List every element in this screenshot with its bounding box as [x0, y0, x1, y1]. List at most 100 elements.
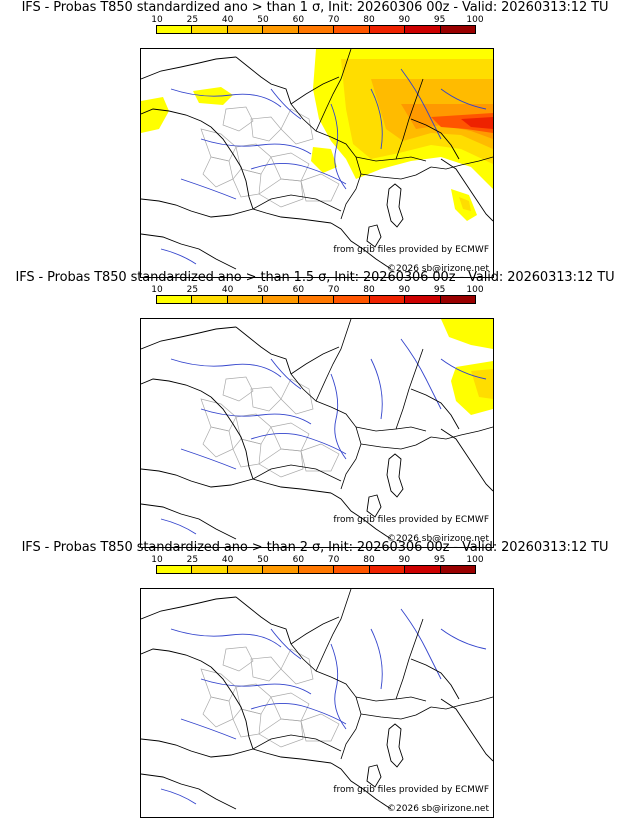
colorbar-segment — [334, 296, 370, 303]
coastline — [141, 326, 237, 350]
coastline — [410, 658, 460, 700]
coastline — [141, 233, 237, 270]
region-boundary — [202, 696, 234, 728]
colorbar-segment — [157, 296, 193, 303]
colorbar-tick-label: 50 — [257, 555, 269, 565]
colorbar-tick-label: 95 — [433, 285, 446, 295]
coastline — [440, 158, 493, 222]
map-canvas — [141, 589, 493, 810]
colorbar-tick-label: 10 — [151, 15, 163, 25]
probability-area — [141, 97, 169, 133]
colorbar: 10 25 40 50 60 70 80 90 95 100 — [151, 555, 484, 575]
colorbar-tick-label: 10 — [151, 285, 163, 295]
coastline — [410, 388, 460, 430]
river — [440, 88, 487, 110]
colorbar-tick-label: 60 — [292, 15, 305, 25]
colorbar-tick-label: 100 — [466, 285, 484, 295]
coastline — [210, 666, 254, 750]
country-border — [290, 373, 362, 490]
colorbar-tick-label: 40 — [221, 15, 234, 25]
region-boundary — [232, 708, 262, 738]
colorbar-segment — [298, 26, 335, 33]
river — [170, 358, 282, 378]
credit-copyright: ©2026 sb@irizone.net — [387, 264, 489, 274]
coastline — [210, 126, 254, 210]
region-boundary — [200, 398, 237, 432]
coastline — [141, 468, 254, 488]
colorbar-tick-label: 25 — [186, 555, 199, 565]
colorbar-tick-label: 90 — [398, 555, 411, 565]
river — [250, 433, 347, 455]
coastline — [141, 773, 237, 810]
coastline — [141, 648, 212, 668]
country-border — [252, 464, 342, 482]
colorbar: 10 25 40 50 60 70 80 90 95 100 — [151, 285, 484, 305]
river — [200, 678, 312, 695]
region-boundary — [258, 448, 304, 478]
colorbar-segment — [157, 26, 193, 33]
colorbar-tick-label: 25 — [186, 15, 199, 25]
colorbar-tick-label: 50 — [257, 285, 269, 295]
river — [270, 358, 302, 390]
colorbar-tick-label: 70 — [327, 285, 340, 295]
region-boundary — [250, 386, 282, 412]
colorbar-tick-label: 80 — [363, 555, 375, 565]
coastline — [141, 378, 212, 398]
river — [270, 88, 302, 120]
map-frame: from grib files provided by ECMWF ©2026 … — [140, 48, 494, 278]
coastline — [141, 108, 212, 128]
country-border — [360, 166, 432, 180]
colorbar: 10 25 40 50 60 70 80 90 95 100 — [151, 15, 484, 35]
country-border — [252, 194, 342, 212]
colorbar-segment — [369, 296, 406, 303]
coastline — [386, 453, 404, 498]
probability-area — [441, 319, 493, 349]
river — [170, 628, 282, 648]
region-boundary — [300, 443, 340, 472]
probability-area — [459, 197, 471, 211]
country-border — [360, 706, 432, 720]
colorbar-segment — [157, 566, 193, 573]
river — [160, 248, 197, 265]
colorbar-segment — [298, 296, 335, 303]
river — [160, 518, 197, 535]
river — [400, 68, 442, 140]
map-canvas — [141, 319, 493, 540]
river — [440, 628, 487, 650]
country-border — [430, 426, 493, 440]
river — [180, 178, 237, 200]
colorbar-segment — [369, 26, 406, 33]
coastline — [141, 738, 254, 758]
river — [370, 88, 383, 150]
colorbar-tick-label: 40 — [221, 555, 234, 565]
colorbar-tick-label: 95 — [433, 15, 446, 25]
colorbar-tick-label: 80 — [363, 285, 375, 295]
colorbar-tick-label: 100 — [466, 555, 484, 565]
country-border — [395, 78, 424, 160]
colorbar-strip — [156, 25, 476, 34]
colorbar-segment — [334, 566, 370, 573]
river — [330, 103, 347, 190]
colorbar-segment — [263, 296, 299, 303]
credit-source: from grib files provided by ECMWF — [333, 515, 489, 525]
colorbar-segment — [227, 296, 264, 303]
map-panel-2: IFS - Probas T850 standardized ano > tha… — [0, 270, 630, 548]
river — [170, 88, 282, 108]
region-boundary — [250, 656, 282, 682]
colorbar-segment — [263, 566, 299, 573]
colorbar-tick-label: 60 — [292, 285, 305, 295]
colorbar-segment — [334, 26, 370, 33]
colorbar-segment — [227, 566, 264, 573]
region-boundary — [300, 173, 340, 202]
colorbar-tick-label: 50 — [257, 15, 269, 25]
coastline — [366, 224, 382, 248]
country-border — [430, 156, 493, 170]
colorbar-segment — [405, 566, 441, 573]
river — [440, 358, 487, 380]
coastline — [366, 764, 382, 788]
region-boundary — [235, 143, 272, 175]
region-boundary — [232, 438, 262, 468]
country-border — [355, 696, 427, 702]
colorbar-tick-label: 40 — [221, 285, 234, 295]
river — [250, 703, 347, 725]
